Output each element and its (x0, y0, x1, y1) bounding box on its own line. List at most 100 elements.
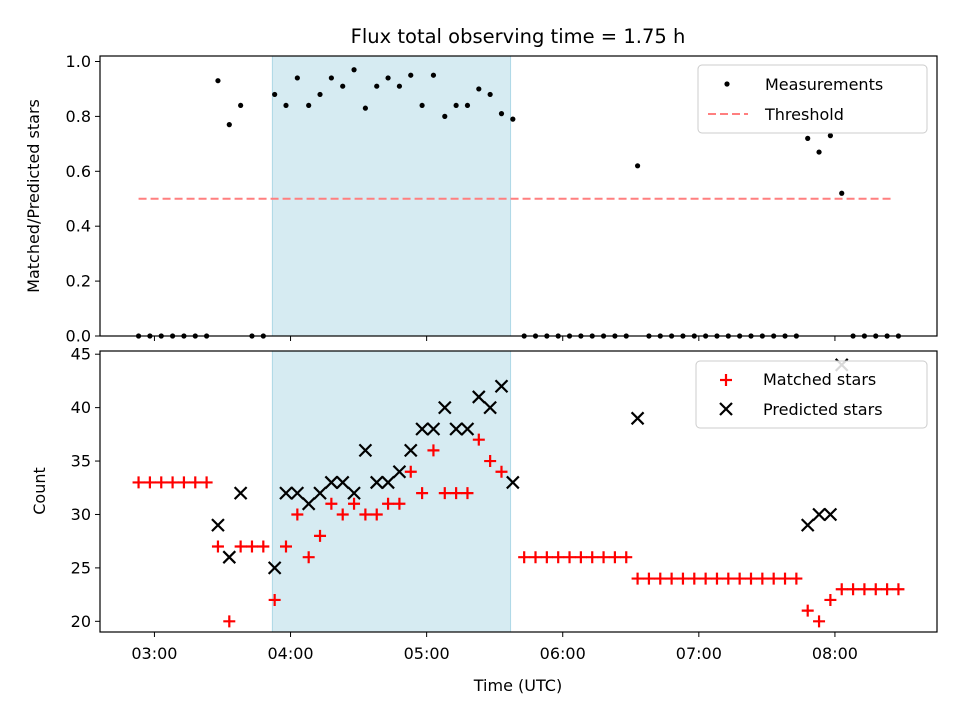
predicted-star-point (358, 443, 373, 458)
matched-star-point (427, 444, 440, 457)
measurement-point (442, 113, 448, 119)
count-y-tick-label: 35 (71, 452, 91, 471)
predicted-star-point (392, 464, 407, 479)
measurement-point (283, 102, 289, 109)
legend-measurement-marker (724, 81, 730, 87)
observing-window-shade (271, 350, 512, 633)
legend-matched-marker (720, 374, 732, 386)
measurement-point (226, 122, 232, 128)
matched-star-points (132, 433, 905, 628)
matched-star-point (756, 572, 769, 585)
measurement-point (306, 102, 312, 109)
predicted-star-point (290, 486, 305, 500)
matched-star-point (608, 551, 621, 564)
measurement-point (510, 116, 516, 122)
matched-star-point (552, 551, 565, 564)
matched-star-point (710, 572, 723, 585)
count-y-tick-label: 20 (71, 612, 91, 631)
matched-star-point (824, 593, 837, 606)
legend-predicted-marker (719, 402, 733, 416)
legend-matched-label: Matched stars (763, 370, 876, 389)
predicted-star-point (426, 422, 441, 436)
measurement-point (340, 83, 346, 89)
count-y-tick-label: 30 (71, 505, 91, 524)
ratio-y-tick-label: 0.2 (66, 272, 91, 291)
matched-star-point (143, 476, 156, 489)
matched-star-point (642, 572, 655, 585)
matched-star-point (869, 583, 882, 596)
measurement-point (351, 67, 357, 73)
measurement-point (238, 102, 244, 109)
chart-title: Flux total observing time = 1.75 h (351, 25, 686, 48)
measurement-point (634, 163, 641, 169)
measurement-point (294, 75, 300, 81)
predicted-star-point (800, 518, 815, 532)
matched-star-point (302, 551, 315, 564)
matched-star-point (699, 572, 712, 585)
predicted-star-point (222, 550, 237, 564)
matched-star-point (597, 551, 610, 564)
predicted-star-point (313, 486, 327, 500)
predicted-star-point (438, 400, 452, 415)
x-tick-label: 06:00 (540, 644, 586, 663)
matched-star-point (835, 583, 848, 596)
matched-star-point (801, 604, 814, 617)
measurement-point (385, 75, 391, 81)
matched-star-point (892, 583, 905, 596)
matched-star-point (348, 497, 361, 510)
ratio-legend: Measurements Threshold (697, 64, 928, 134)
matched-star-point (654, 572, 667, 585)
predicted-star-point (483, 400, 497, 415)
matched-star-point (472, 433, 485, 446)
matched-star-point (484, 455, 497, 468)
predicted-star-point (381, 475, 395, 490)
predicted-star-point (460, 422, 475, 436)
measurement-point (215, 78, 221, 84)
matched-star-point (359, 508, 372, 521)
matched-star-point (495, 465, 508, 478)
predicted-star-point (472, 390, 486, 404)
matched-star-point (563, 551, 576, 564)
matched-star-point (234, 540, 247, 553)
matched-star-point (132, 476, 145, 489)
ratio-panel: 0.0 0.2 0.4 0.6 0.8 1.0 Matched/Predicted sta… (24, 52, 938, 346)
measurement-point (408, 72, 414, 78)
ratio-y-tick-label: 0.0 (66, 327, 91, 346)
predicted-star-point (449, 422, 463, 436)
matched-star-point (155, 476, 168, 489)
matched-star-point (518, 551, 531, 564)
measurement-point (430, 72, 437, 78)
matched-star-point (177, 476, 190, 489)
measurement-point (464, 102, 471, 109)
matched-star-point (631, 572, 644, 585)
matched-star-point (745, 572, 757, 585)
ratio-y-axis-label: Matched/Predicted stars (24, 99, 43, 293)
measurement-point (827, 133, 833, 139)
predicted-star-point (301, 497, 316, 511)
matched-star-point (382, 497, 395, 510)
matched-star-point (416, 487, 429, 500)
predicted-star-point (211, 518, 225, 532)
matched-star-point (223, 615, 236, 628)
ratio-y-tick-label: 0.4 (66, 217, 91, 236)
matched-star-point (620, 551, 633, 564)
matched-star-point (245, 540, 258, 553)
predicted-star-point (823, 507, 838, 522)
x-axis-label: Time (UTC) (473, 676, 562, 695)
matched-star-point (314, 529, 327, 542)
x-tick-label: 08:00 (812, 644, 858, 663)
count-y-axis-label: Count (30, 467, 49, 515)
measurement-point (487, 91, 493, 98)
predicted-star-point (369, 475, 384, 490)
predicted-star-point (403, 443, 418, 458)
matched-star-point (291, 508, 304, 521)
count-y-tick-label: 25 (71, 558, 91, 577)
matched-star-point (676, 572, 689, 585)
measurement-point (317, 91, 323, 98)
matched-star-point (665, 572, 678, 585)
count-y-tick-label: 40 (71, 398, 91, 417)
matched-star-point (257, 540, 270, 553)
measurement-point (498, 111, 505, 117)
predicted-star-point (267, 561, 282, 575)
measurement-point (453, 102, 459, 109)
